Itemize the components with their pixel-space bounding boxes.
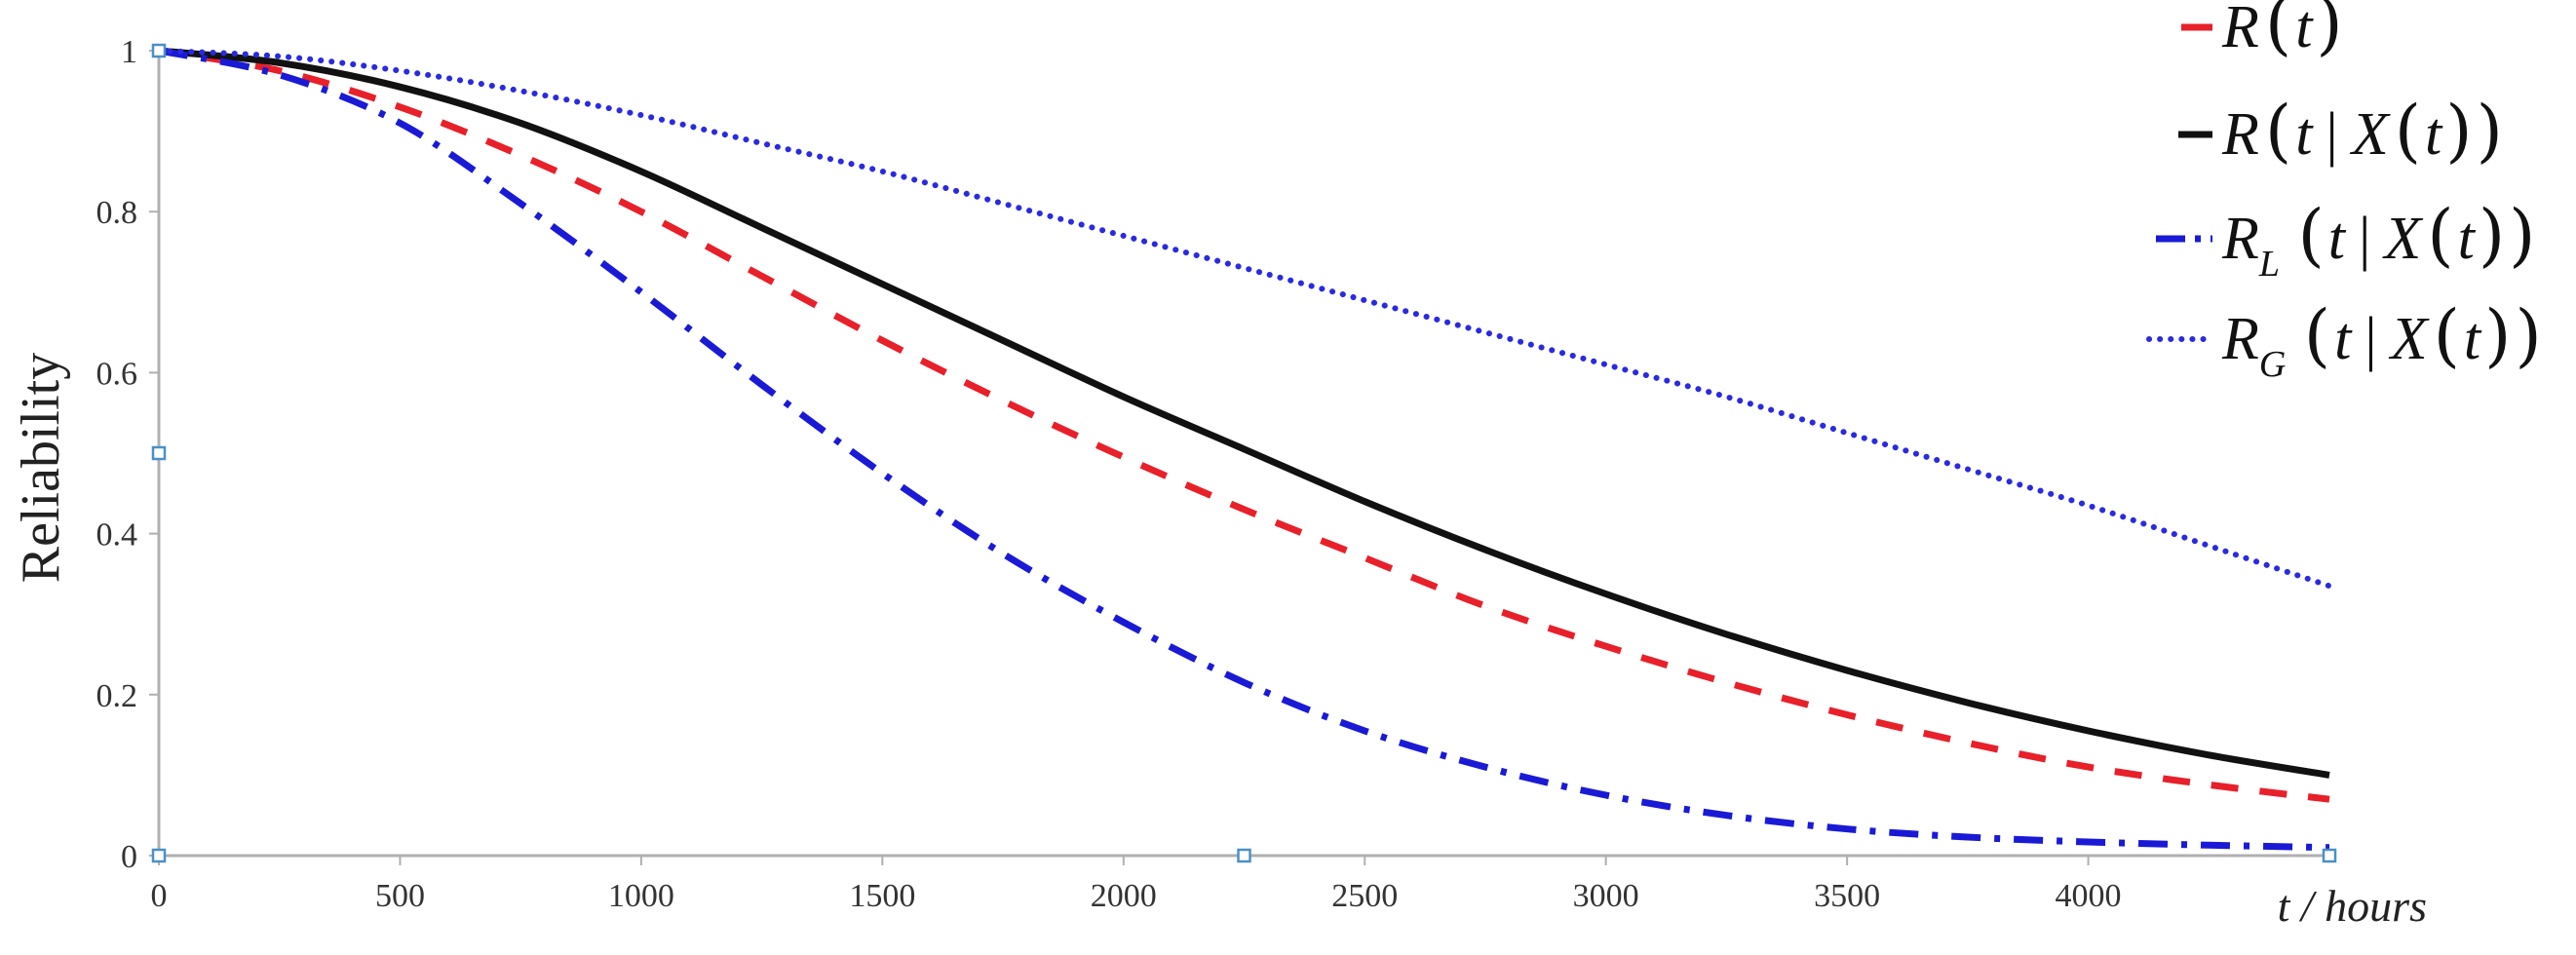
legend-bar: | xyxy=(2365,306,2376,372)
series-line-0 xyxy=(158,47,2330,803)
x-tick-label: 3500 xyxy=(1814,878,1880,914)
y-axis-label: Reliability xyxy=(11,353,71,583)
legend-subscript: G xyxy=(2259,344,2286,385)
legend-entry-0: R(t) xyxy=(2221,0,2343,63)
legend-paren: ) xyxy=(2445,91,2472,171)
legend-spacer xyxy=(2286,306,2297,372)
legend-var: t xyxy=(2334,306,2353,372)
legend-spacer xyxy=(2280,206,2291,272)
y-tick-label: 0 xyxy=(121,839,137,875)
legend-paren: ( xyxy=(2304,295,2330,375)
marker-layer xyxy=(151,43,2337,863)
legend-paren: ) xyxy=(2515,295,2541,375)
ticks: 0 500 1000 1500 2000 2500 3000 3500 4000 0 0.2 0.4 0… xyxy=(96,34,2122,914)
legend-paren: ( xyxy=(2265,0,2291,63)
x-axis-label: t / hours xyxy=(2278,881,2427,931)
legend-X: X xyxy=(2388,306,2430,372)
x-tick-label: 0 xyxy=(151,878,168,914)
data-marker xyxy=(151,445,167,461)
legend-paren: ) xyxy=(2316,0,2342,63)
x-tick-label: 3000 xyxy=(1573,878,1639,914)
x-tick-label: 500 xyxy=(375,878,425,914)
legend-var: t xyxy=(2425,101,2443,168)
legend-base: R xyxy=(2221,206,2259,272)
x-tick-label: 1500 xyxy=(849,878,915,914)
legend-entry-3: RG (t | X(t)) xyxy=(2221,295,2542,385)
legend-paren: ) xyxy=(2484,295,2511,375)
legend-paren: ( xyxy=(2395,91,2421,171)
legend-base: R xyxy=(2221,0,2259,60)
x-tick-label: 2500 xyxy=(1331,878,1398,914)
legend-paren: ( xyxy=(2297,195,2324,275)
legend-paren: ) xyxy=(2479,195,2505,275)
data-marker xyxy=(1237,848,1251,863)
legend-var: t xyxy=(2464,306,2482,372)
legend-base: R xyxy=(2221,101,2259,168)
legend-X: X xyxy=(2349,101,2391,168)
legend-entry-1: R(t | X(t)) xyxy=(2221,91,2503,171)
legend-paren: ) xyxy=(2509,195,2535,275)
legend: R(t)R(t | X(t))RL (t | X(t))RG (t | X(t)) xyxy=(2146,0,2542,385)
series-line-2 xyxy=(158,47,2330,852)
legend-paren: ) xyxy=(2477,91,2503,171)
series-layer xyxy=(156,47,2332,852)
y-tick-label: 1 xyxy=(121,34,137,70)
y-tick-label: 0.2 xyxy=(96,678,138,714)
legend-var: t xyxy=(2295,0,2314,60)
y-tick-label: 0.8 xyxy=(96,195,138,231)
data-marker xyxy=(151,43,167,58)
legend-var: t xyxy=(2458,206,2477,272)
legend-entry-2: RL (t | X(t)) xyxy=(2221,195,2535,285)
legend-paren: ( xyxy=(2427,195,2453,275)
legend-subscript: L xyxy=(2258,244,2280,285)
y-tick-label: 0.6 xyxy=(96,356,138,392)
legend-var: t xyxy=(2328,206,2347,272)
series-line-1 xyxy=(158,47,2330,779)
legend-bar: | xyxy=(2359,206,2370,272)
legend-X: X xyxy=(2381,206,2423,272)
x-tick-label: 4000 xyxy=(2056,878,2122,914)
legend-paren: ( xyxy=(2265,91,2291,171)
legend-base: R xyxy=(2221,306,2259,372)
x-tick-label: 2000 xyxy=(1091,878,1157,914)
data-marker xyxy=(2322,848,2337,863)
series-line-3 xyxy=(156,48,2332,590)
data-marker xyxy=(151,848,167,863)
x-tick-label: 1000 xyxy=(608,878,674,914)
legend-var: t xyxy=(2295,101,2314,168)
y-tick-label: 0.4 xyxy=(96,517,138,554)
legend-paren: ( xyxy=(2434,295,2460,375)
legend-bar: | xyxy=(2326,101,2337,168)
